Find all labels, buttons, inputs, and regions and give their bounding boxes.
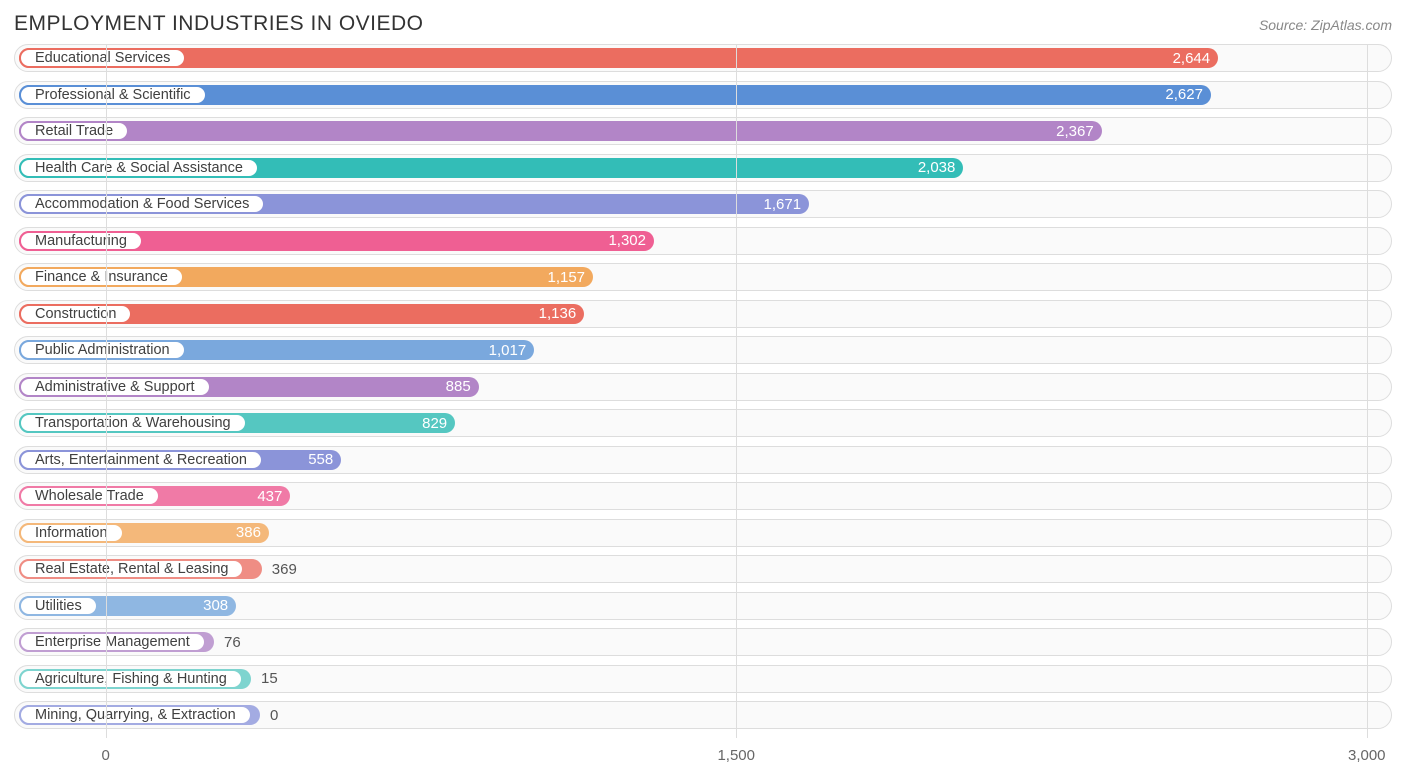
bar-row: Administrative & Support 885 — [14, 373, 1392, 401]
bar-value: 76 — [224, 629, 241, 655]
bar-row: Transportation & Warehousing 829 — [14, 409, 1392, 437]
bar-value: 829 — [422, 410, 447, 436]
bar-row: Enterprise Management 76 — [14, 628, 1392, 656]
bar-value: 1,017 — [489, 337, 527, 363]
bar-label: Transportation & Warehousing — [19, 413, 247, 433]
bar-value: 15 — [261, 666, 278, 692]
bar-label: Public Administration — [19, 340, 186, 360]
bar-value: 2,644 — [1173, 45, 1211, 71]
bar-label: Manufacturing — [19, 231, 143, 251]
employment-bar-chart: Educational Services 2,644 Professional & … — [14, 44, 1392, 766]
bar-label: Enterprise Management — [19, 632, 206, 652]
x-tick-label: 0 — [101, 747, 109, 764]
bar-row: Utilities 308 — [14, 592, 1392, 620]
bar-label: Finance & Insurance — [19, 267, 184, 287]
bar-label: Utilities — [19, 596, 98, 616]
gridline — [106, 44, 107, 738]
x-tick-label: 3,000 — [1348, 747, 1386, 764]
bar-value: 558 — [308, 447, 333, 473]
bar-row: Mining, Quarrying, & Extraction 0 — [14, 701, 1392, 729]
bar-value: 1,157 — [547, 264, 585, 290]
chart-source: Source: ZipAtlas.com — [1259, 17, 1392, 33]
bar-value: 386 — [236, 520, 261, 546]
bar-row: Manufacturing 1,302 — [14, 227, 1392, 255]
bar-row: Professional & Scientific 2,627 — [14, 81, 1392, 109]
bar-row: Accommodation & Food Services 1,671 — [14, 190, 1392, 218]
bar-row: Public Administration 1,017 — [14, 336, 1392, 364]
bar-label: Administrative & Support — [19, 377, 211, 397]
x-tick-label: 1,500 — [717, 747, 755, 764]
bar-fill — [19, 48, 1218, 68]
bar-value: 369 — [272, 556, 297, 582]
bar-value: 1,302 — [608, 228, 646, 254]
bar-label: Professional & Scientific — [19, 85, 207, 105]
bar-row: Health Care & Social Assistance 2,038 — [14, 154, 1392, 182]
bar-row: Wholesale Trade 437 — [14, 482, 1392, 510]
bar-label: Retail Trade — [19, 121, 129, 141]
bar-label: Wholesale Trade — [19, 486, 160, 506]
bar-fill — [19, 121, 1102, 141]
bar-value: 1,136 — [539, 301, 577, 327]
bar-value: 0 — [270, 702, 278, 728]
gridline — [736, 44, 737, 738]
bar-row: Arts, Entertainment & Recreation 558 — [14, 446, 1392, 474]
bar-row: Real Estate, Rental & Leasing 369 — [14, 555, 1392, 583]
bar-value: 2,367 — [1056, 118, 1094, 144]
bar-value: 1,671 — [764, 191, 802, 217]
bar-label: Arts, Entertainment & Recreation — [19, 450, 263, 470]
bar-label: Real Estate, Rental & Leasing — [19, 559, 244, 579]
bar-row: Retail Trade 2,367 — [14, 117, 1392, 145]
bar-label: Accommodation & Food Services — [19, 194, 265, 214]
bar-value: 885 — [446, 374, 471, 400]
bar-label: Mining, Quarrying, & Extraction — [19, 705, 252, 725]
bar-row: Finance & Insurance 1,157 — [14, 263, 1392, 291]
bar-row: Construction 1,136 — [14, 300, 1392, 328]
bar-rows: Educational Services 2,644 Professional & … — [14, 44, 1392, 729]
chart-header: EMPLOYMENT INDUSTRIES IN OVIEDO Source: … — [14, 12, 1392, 36]
bar-row: Agriculture, Fishing & Hunting 15 — [14, 665, 1392, 693]
bar-value: 437 — [257, 483, 282, 509]
bar-label: Educational Services — [19, 48, 186, 68]
bar-row: Educational Services 2,644 — [14, 44, 1392, 72]
bar-label: Information — [19, 523, 124, 543]
bar-row: Information 386 — [14, 519, 1392, 547]
chart-title: EMPLOYMENT INDUSTRIES IN OVIEDO — [14, 12, 424, 36]
bar-label: Construction — [19, 304, 132, 324]
bar-label: Agriculture, Fishing & Hunting — [19, 669, 243, 689]
bar-value: 2,627 — [1165, 82, 1203, 108]
bar-value: 2,038 — [918, 155, 956, 181]
bar-label: Health Care & Social Assistance — [19, 158, 259, 178]
bar-value: 308 — [203, 593, 228, 619]
gridline — [1367, 44, 1368, 738]
